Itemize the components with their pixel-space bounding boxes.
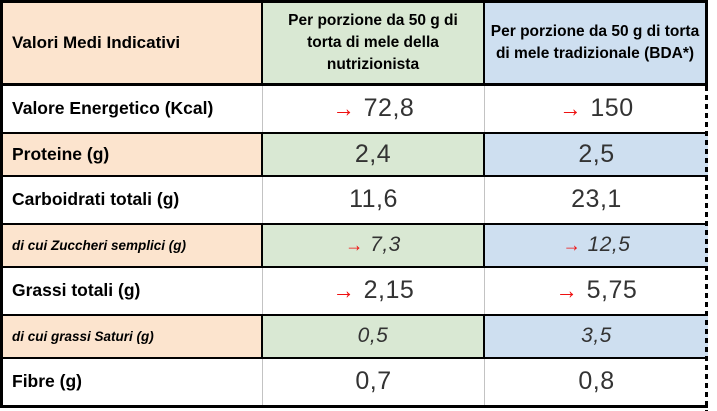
value-cell-nutrizionista: 0,7 xyxy=(263,359,485,405)
value-cell-nutrizionista: → 7,3 xyxy=(263,224,485,266)
value-tradizionale: 0,8 xyxy=(578,367,615,396)
row-label: Fibre (g) xyxy=(3,359,263,405)
header-label-tradizionale: Per porzione da 50 g di torta di mele tr… xyxy=(490,23,700,62)
row-label: Grassi totali (g) xyxy=(3,268,263,314)
red-arrow-icon: → xyxy=(332,276,355,304)
value-nutrizionista: 0,5 xyxy=(357,324,389,348)
table-header-row: Valori Medi Indicativi Per porzione da 5… xyxy=(3,0,708,86)
row-label: Carboidrati totali (g) xyxy=(3,177,263,223)
red-arrow-icon: → xyxy=(559,94,582,122)
value-cell-tradizionale: → 12,5 xyxy=(485,224,708,266)
red-arrow-icon: → xyxy=(562,233,581,256)
table-row-proteine: Proteine (g) 2,4 2,5 xyxy=(3,131,708,177)
value-nutrizionista: 0,7 xyxy=(355,367,392,396)
table-row-grassi: Grassi totali (g) → 2,15 → 5,75 xyxy=(3,268,708,314)
value-cell-tradizionale: 3,5 xyxy=(485,315,708,357)
header-cell-tradizionale: Per porzione da 50 g di torta di mele tr… xyxy=(485,3,708,83)
table-row-carboidrati: Carboidrati totali (g) 11,6 23,1 xyxy=(3,177,708,223)
red-arrow-icon: → xyxy=(345,233,364,256)
value-nutrizionista: 2,15 xyxy=(363,276,415,305)
value-tradizionale: 150 xyxy=(590,94,634,123)
value-cell-nutrizionista: → 72,8 xyxy=(263,86,485,132)
value-cell-tradizionale: → 150 xyxy=(485,86,708,132)
value-cell-nutrizionista: 11,6 xyxy=(263,177,485,223)
value-tradizionale: 5,75 xyxy=(586,276,638,305)
red-arrow-icon: → xyxy=(332,94,355,122)
value-tradizionale: 12,5 xyxy=(587,233,631,257)
table-row-saturi: di cui grassi Saturi (g) 0,5 3,5 xyxy=(3,313,708,359)
header-cell-indicators: Valori Medi Indicativi xyxy=(3,3,263,83)
header-label-indicators: Valori Medi Indicativi xyxy=(12,33,181,52)
value-nutrizionista: 72,8 xyxy=(363,94,415,123)
value-nutrizionista: 11,6 xyxy=(349,185,398,214)
value-tradizionale: 23,1 xyxy=(571,185,622,214)
value-cell-tradizionale: 23,1 xyxy=(485,177,708,223)
table-row-fibre: Fibre (g) 0,7 0,8 xyxy=(3,359,708,405)
value-cell-tradizionale: 0,8 xyxy=(485,359,708,405)
row-label: Proteine (g) xyxy=(3,133,263,175)
value-cell-nutrizionista: 0,5 xyxy=(263,315,485,357)
value-nutrizionista: 7,3 xyxy=(370,233,401,257)
dashed-right-border xyxy=(705,86,708,411)
value-cell-tradizionale: 2,5 xyxy=(485,133,708,175)
row-label: di cui grassi Saturi (g) xyxy=(3,315,263,357)
value-tradizionale: 3,5 xyxy=(581,324,612,348)
table-row-zuccheri: di cui Zuccheri semplici (g) → 7,3 → 12,… xyxy=(3,222,708,268)
row-label: Valore Energetico (Kcal) xyxy=(3,86,263,132)
value-cell-nutrizionista: → 2,15 xyxy=(263,268,485,314)
header-label-nutrizionista: Per porzione da 50 g di torta di mele de… xyxy=(288,12,458,73)
table-row-energia: Valore Energetico (Kcal) → 72,8 → 150 xyxy=(3,86,708,132)
value-cell-nutrizionista: 2,4 xyxy=(263,133,485,175)
value-cell-tradizionale: → 5,75 xyxy=(485,268,708,314)
value-nutrizionista: 2,4 xyxy=(354,139,392,168)
value-tradizionale: 2,5 xyxy=(578,139,615,168)
red-arrow-icon: → xyxy=(555,276,578,304)
header-cell-nutrizionista: Per porzione da 50 g di torta di mele de… xyxy=(263,3,485,83)
row-label: di cui Zuccheri semplici (g) xyxy=(3,224,263,266)
